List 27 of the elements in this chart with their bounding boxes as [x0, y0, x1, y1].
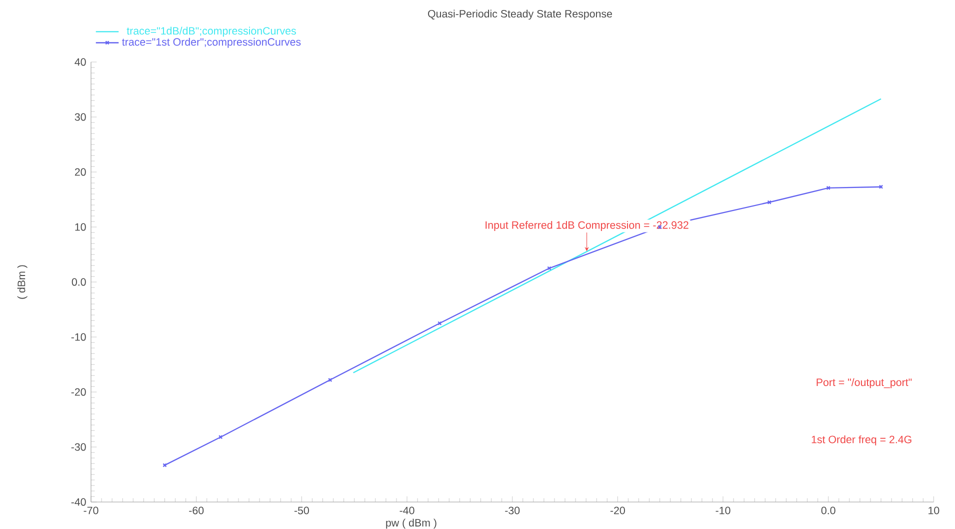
x-tick-label: 0.0 — [821, 506, 836, 514]
annotation: Port = "/output_port" — [816, 378, 912, 388]
y-tick-label: 30 — [74, 113, 86, 121]
y-tick-label: -10 — [71, 333, 86, 341]
y-tick-label: 40 — [74, 58, 86, 66]
legend-label: trace="1dB/dB";compressionCurves — [126, 26, 296, 37]
x-tick-label: -30 — [505, 506, 520, 514]
point — [328, 378, 332, 382]
y-tick-label: -20 — [71, 388, 86, 396]
y-tick-label: 10 — [75, 223, 86, 231]
annotation: 1st Order freq = 2.4G — [812, 435, 912, 446]
x-tick-label: -70 — [84, 506, 98, 514]
y-tick-label: -30 — [71, 443, 86, 451]
y-axis-title: ( dBm ) — [17, 265, 28, 299]
legend-label: trace="1st Order";compressionCurves — [122, 38, 301, 48]
x-tick-label: -20 — [610, 506, 625, 514]
x-tick-label: 10 — [928, 506, 940, 514]
y-tick-label: -40 — [71, 498, 86, 506]
x-axis-title: pw ( dBm ) — [386, 518, 436, 529]
annotation: Input Referred 1dB Compression = -22.932 — [486, 220, 688, 231]
x-tick-label: -10 — [716, 506, 730, 514]
x-tick-label: -50 — [294, 506, 309, 514]
x-tick-label: -40 — [400, 506, 414, 514]
y-tick-label: 20 — [74, 168, 86, 176]
y-tick-label: 0.0 — [72, 278, 86, 286]
x-tick-label: -60 — [189, 506, 204, 514]
chart-title: Quasi-Periodic Steady State Response — [428, 10, 612, 20]
